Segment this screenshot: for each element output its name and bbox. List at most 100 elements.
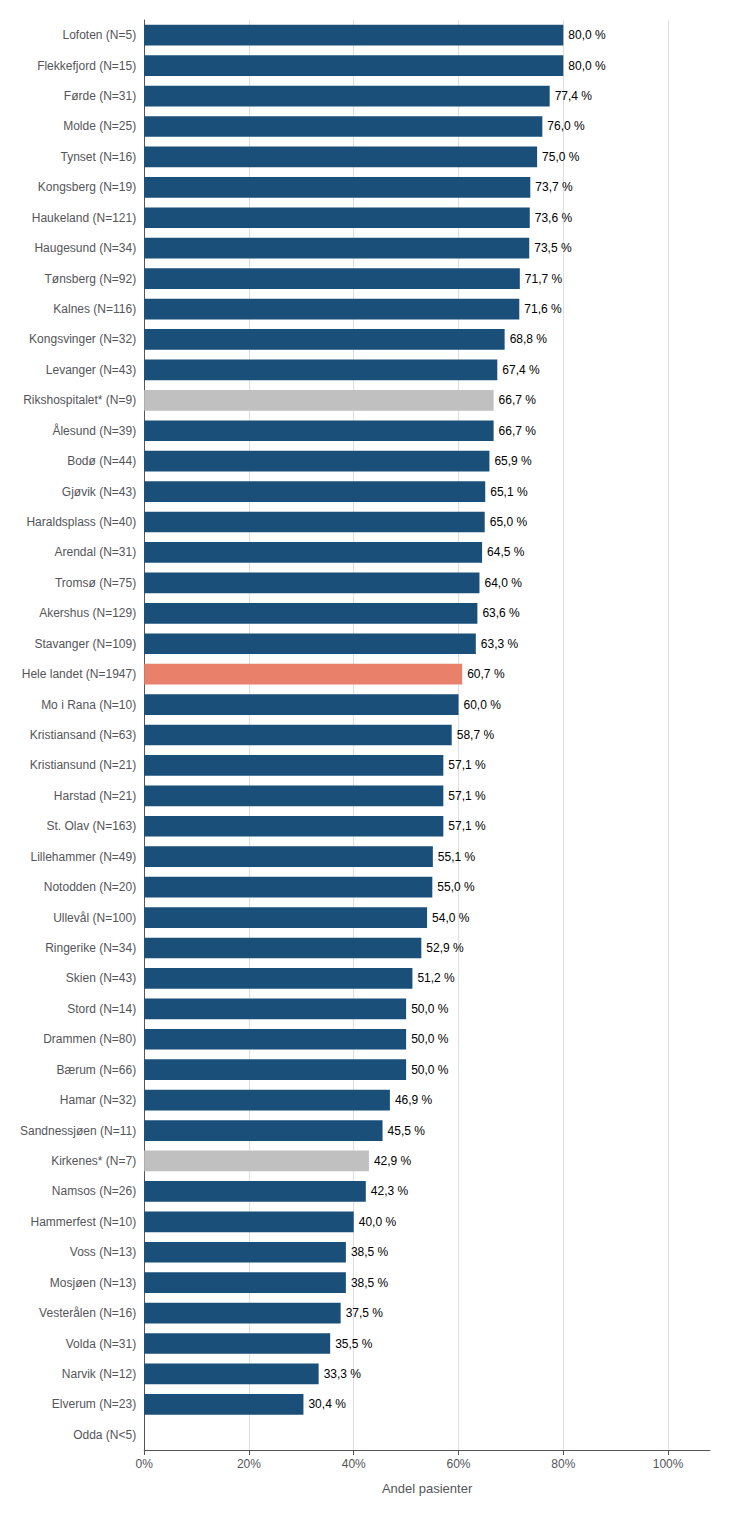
svg-text:Førde (N=31): Førde (N=31) xyxy=(64,89,136,103)
svg-text:Voss (N=13): Voss (N=13) xyxy=(70,1245,136,1259)
svg-text:Levanger (N=43): Levanger (N=43) xyxy=(46,363,136,377)
svg-text:Lillehammer (N=49): Lillehammer (N=49) xyxy=(30,850,136,864)
svg-text:58,7 %: 58,7 % xyxy=(457,728,495,742)
svg-text:Elverum (N=23): Elverum (N=23) xyxy=(52,1397,136,1411)
svg-text:63,3 %: 63,3 % xyxy=(481,637,519,651)
svg-text:Notodden (N=20): Notodden (N=20) xyxy=(44,880,136,894)
svg-text:55,0 %: 55,0 % xyxy=(437,880,475,894)
svg-text:Akershus (N=129): Akershus (N=129) xyxy=(39,606,136,620)
svg-text:Haukeland (N=121): Haukeland (N=121) xyxy=(32,211,136,225)
svg-text:50,0 %: 50,0 % xyxy=(411,1032,449,1046)
svg-text:Lofoten (N=5): Lofoten (N=5) xyxy=(62,28,136,42)
svg-text:100%: 100% xyxy=(653,1457,684,1471)
svg-text:Kongsvinger (N=32): Kongsvinger (N=32) xyxy=(29,332,136,346)
svg-text:54,0 %: 54,0 % xyxy=(432,911,470,925)
svg-text:65,1 %: 65,1 % xyxy=(490,485,528,499)
svg-text:57,1 %: 57,1 % xyxy=(448,789,486,803)
svg-text:55,1 %: 55,1 % xyxy=(438,850,476,864)
svg-text:Haugesund (N=34): Haugesund (N=34) xyxy=(34,241,136,255)
svg-text:51,2 %: 51,2 % xyxy=(417,971,455,985)
svg-text:35,5 %: 35,5 % xyxy=(335,1337,373,1351)
svg-text:Tromsø (N=75): Tromsø (N=75) xyxy=(55,576,136,590)
svg-text:Drammen (N=80): Drammen (N=80) xyxy=(43,1032,136,1046)
svg-text:71,6 %: 71,6 % xyxy=(524,302,562,316)
svg-text:46,9 %: 46,9 % xyxy=(395,1093,433,1107)
svg-text:Hele landet (N=1947): Hele landet (N=1947) xyxy=(22,667,136,681)
svg-text:80,0 %: 80,0 % xyxy=(568,28,606,42)
svg-text:Mo i Rana (N=10): Mo i Rana (N=10) xyxy=(41,698,136,712)
svg-text:75,0 %: 75,0 % xyxy=(542,150,580,164)
svg-text:Vesterålen (N=16): Vesterålen (N=16) xyxy=(39,1306,136,1320)
svg-text:Molde (N=25): Molde (N=25) xyxy=(63,119,136,133)
svg-text:64,5 %: 64,5 % xyxy=(487,545,525,559)
svg-text:0%: 0% xyxy=(136,1457,154,1471)
svg-text:68,8 %: 68,8 % xyxy=(510,332,548,346)
svg-text:42,9 %: 42,9 % xyxy=(374,1154,412,1168)
svg-text:Kirkenes* (N=7): Kirkenes* (N=7) xyxy=(51,1154,136,1168)
svg-text:Haraldsplass (N=40): Haraldsplass (N=40) xyxy=(26,515,136,529)
svg-text:Stord (N=14): Stord (N=14) xyxy=(67,1002,136,1016)
svg-text:Gjøvik (N=43): Gjøvik (N=43) xyxy=(62,485,136,499)
svg-text:Bærum (N=66): Bærum (N=66) xyxy=(56,1063,136,1077)
svg-text:Volda (N=31): Volda (N=31) xyxy=(66,1337,136,1351)
svg-text:65,9 %: 65,9 % xyxy=(494,454,532,468)
svg-text:Kristiansand (N=63): Kristiansand (N=63) xyxy=(30,728,136,742)
svg-text:40,0 %: 40,0 % xyxy=(359,1215,397,1229)
svg-text:Odda (N<5): Odda (N<5) xyxy=(73,1428,136,1442)
svg-text:37,5 %: 37,5 % xyxy=(346,1306,384,1320)
svg-text:77,4 %: 77,4 % xyxy=(555,89,593,103)
svg-text:Narvik (N=12): Narvik (N=12) xyxy=(62,1367,136,1381)
svg-text:66,7 %: 66,7 % xyxy=(499,424,537,438)
svg-text:Kongsberg (N=19): Kongsberg (N=19) xyxy=(38,180,136,194)
svg-text:Tynset (N=16): Tynset (N=16) xyxy=(60,150,136,164)
svg-text:73,7 %: 73,7 % xyxy=(535,180,573,194)
svg-text:Rikshospitalet* (N=9): Rikshospitalet* (N=9) xyxy=(23,393,136,407)
svg-text:Sandnessjøen (N=11): Sandnessjøen (N=11) xyxy=(20,1124,136,1138)
svg-text:60%: 60% xyxy=(447,1457,471,1471)
svg-text:57,1 %: 57,1 % xyxy=(448,819,486,833)
svg-text:80%: 80% xyxy=(551,1457,575,1471)
svg-text:Tønsberg (N=92): Tønsberg (N=92) xyxy=(44,272,136,286)
svg-text:20%: 20% xyxy=(237,1457,261,1471)
svg-text:67,4 %: 67,4 % xyxy=(502,363,540,377)
svg-text:St. Olav (N=163): St. Olav (N=163) xyxy=(46,819,136,833)
svg-text:Ringerike (N=34): Ringerike (N=34) xyxy=(45,941,136,955)
svg-text:38,5 %: 38,5 % xyxy=(351,1245,389,1259)
svg-text:Ullevål (N=100): Ullevål (N=100) xyxy=(53,911,136,925)
svg-text:73,5 %: 73,5 % xyxy=(534,241,572,255)
svg-text:33,3 %: 33,3 % xyxy=(324,1367,362,1381)
svg-text:Namsos (N=26): Namsos (N=26) xyxy=(52,1184,136,1198)
svg-text:Flekkefjord (N=15): Flekkefjord (N=15) xyxy=(37,59,136,73)
svg-text:52,9 %: 52,9 % xyxy=(426,941,464,955)
svg-text:Mosjøen (N=13): Mosjøen (N=13) xyxy=(50,1276,136,1290)
svg-text:40%: 40% xyxy=(342,1457,366,1471)
svg-text:Andel pasienter: Andel pasienter xyxy=(382,1481,473,1496)
svg-text:45,5 %: 45,5 % xyxy=(388,1124,426,1138)
svg-text:50,0 %: 50,0 % xyxy=(411,1063,449,1077)
svg-text:57,1 %: 57,1 % xyxy=(448,758,486,772)
svg-text:Hammerfest (N=10): Hammerfest (N=10) xyxy=(30,1215,136,1229)
svg-text:66,7 %: 66,7 % xyxy=(499,393,537,407)
svg-text:Hamar (N=32): Hamar (N=32) xyxy=(60,1093,136,1107)
svg-text:50,0 %: 50,0 % xyxy=(411,1002,449,1016)
svg-text:Kristiansund (N=21): Kristiansund (N=21) xyxy=(30,758,136,772)
svg-text:60,0 %: 60,0 % xyxy=(464,698,502,712)
svg-text:Stavanger (N=109): Stavanger (N=109) xyxy=(34,637,136,651)
svg-text:80,0 %: 80,0 % xyxy=(568,59,606,73)
svg-text:Harstad (N=21): Harstad (N=21) xyxy=(54,789,136,803)
svg-text:73,6 %: 73,6 % xyxy=(535,211,573,225)
svg-text:Kalnes (N=116): Kalnes (N=116) xyxy=(53,302,136,316)
svg-text:63,6 %: 63,6 % xyxy=(482,606,520,620)
svg-text:65,0 %: 65,0 % xyxy=(490,515,528,529)
svg-text:42,3 %: 42,3 % xyxy=(371,1184,409,1198)
svg-text:Skien (N=43): Skien (N=43) xyxy=(66,971,136,985)
svg-text:Ålesund (N=39): Ålesund (N=39) xyxy=(52,423,136,438)
svg-text:30,4 %: 30,4 % xyxy=(308,1397,346,1411)
svg-text:Arendal (N=31): Arendal (N=31) xyxy=(54,545,136,559)
svg-text:71,7 %: 71,7 % xyxy=(525,272,563,286)
svg-text:64,0 %: 64,0 % xyxy=(484,576,522,590)
svg-text:Bodø (N=44): Bodø (N=44) xyxy=(67,454,136,468)
svg-text:60,7 %: 60,7 % xyxy=(467,667,505,681)
svg-text:76,0 %: 76,0 % xyxy=(547,119,585,133)
svg-text:38,5 %: 38,5 % xyxy=(351,1276,389,1290)
